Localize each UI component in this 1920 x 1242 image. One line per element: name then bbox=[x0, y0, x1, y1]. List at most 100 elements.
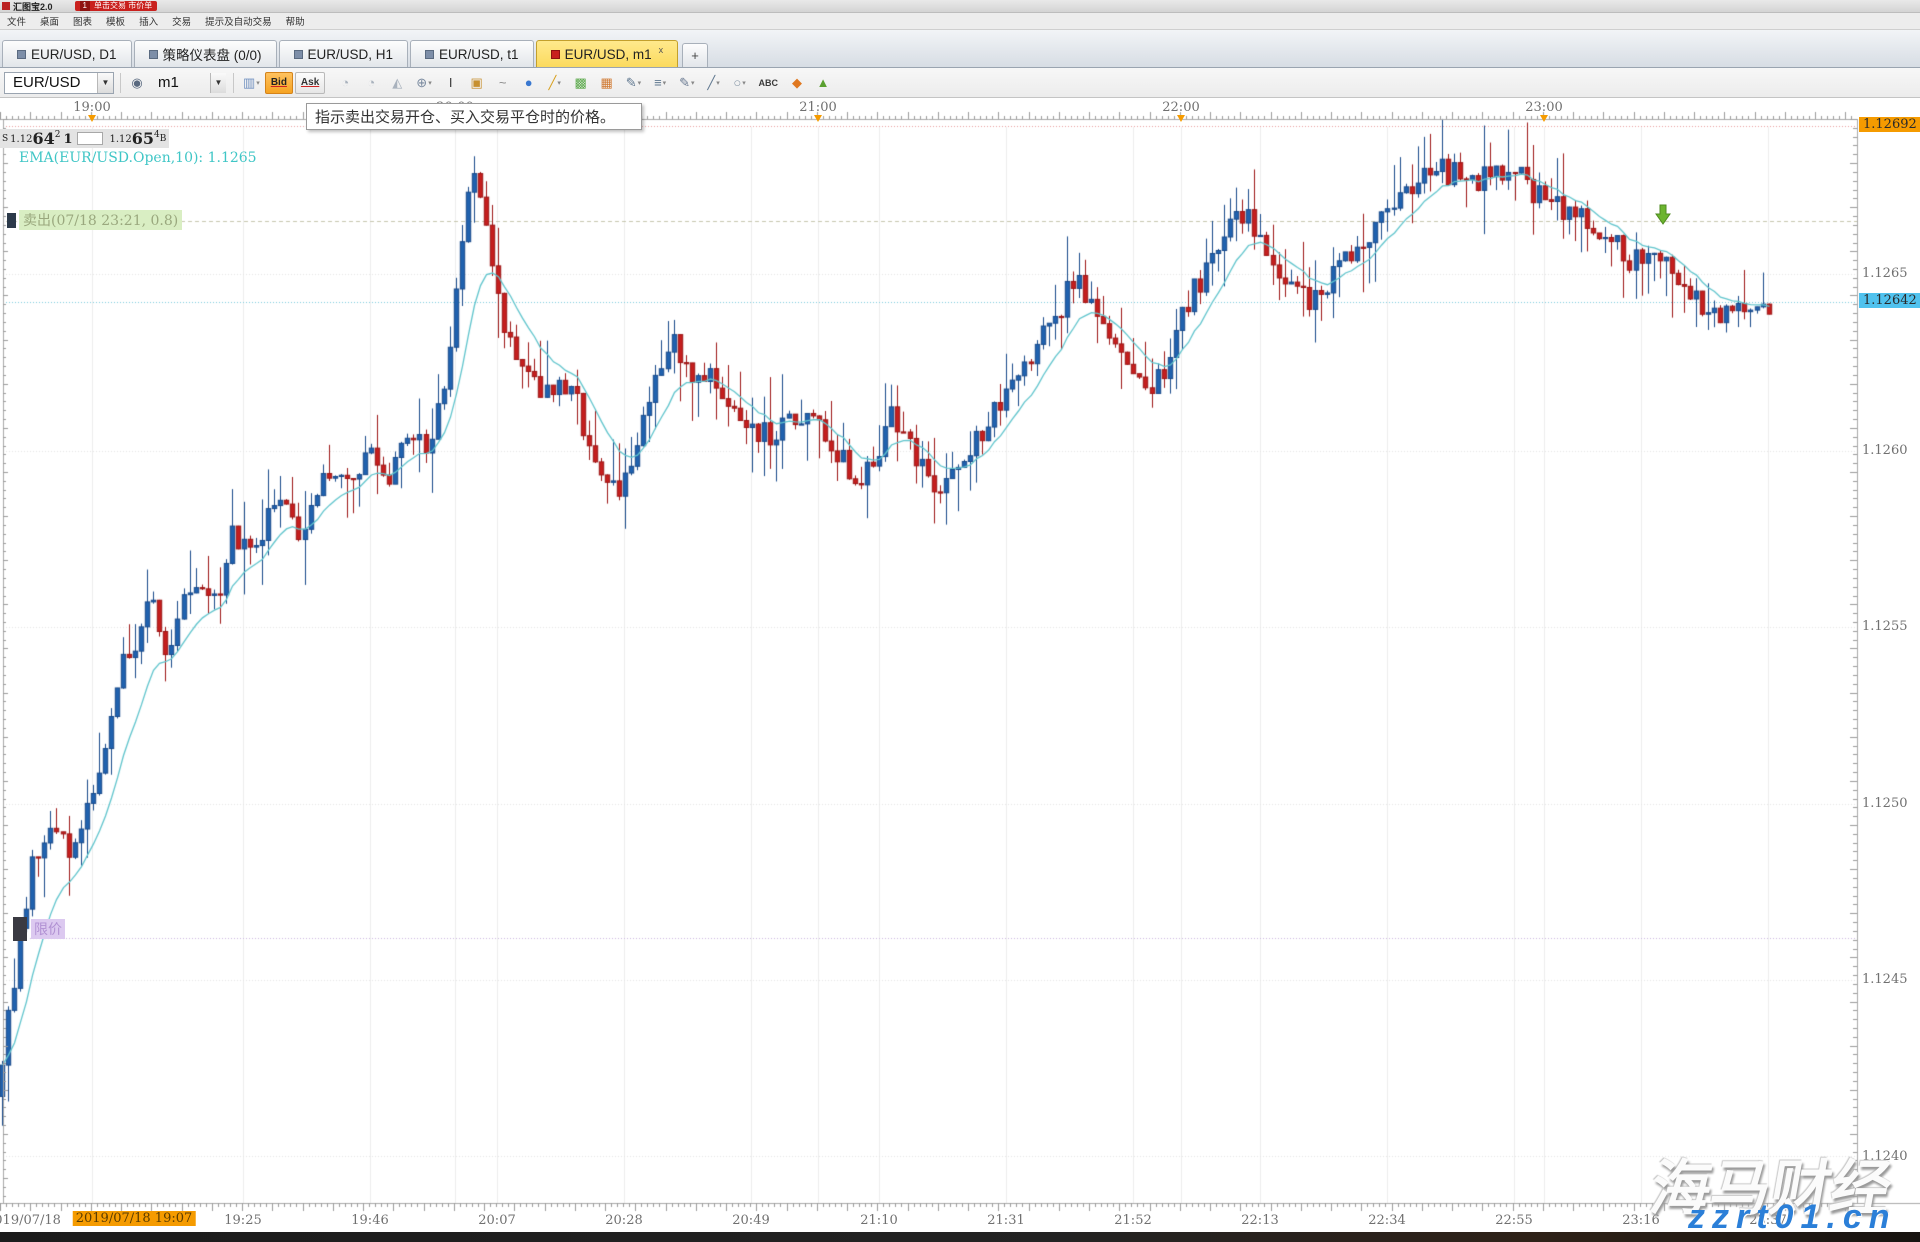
limit-order-label: 限价 bbox=[31, 919, 65, 939]
dropdown-arrow-icon[interactable]: ▾ bbox=[742, 79, 746, 87]
ellipse-tool-icon[interactable]: ○ ▾ bbox=[733, 75, 746, 90]
order-badge-label: 单击交易 市价单 bbox=[93, 1, 153, 10]
eraser-icon[interactable]: ◆ bbox=[792, 74, 803, 90]
time-axis-label: 19:25 bbox=[224, 1213, 262, 1228]
hour-marker-icon bbox=[1177, 115, 1185, 122]
chart-tab[interactable]: EUR/USD, t1 bbox=[410, 40, 534, 67]
limit-order-tag[interactable]: 限价 bbox=[13, 917, 65, 941]
tab-chart-icon bbox=[17, 49, 26, 59]
app-title: 汇图宝2.0 bbox=[13, 1, 53, 12]
globe-icon[interactable]: ● bbox=[524, 75, 533, 90]
menu-item[interactable]: 图表 bbox=[73, 17, 93, 28]
time-axis-label: 22:55 bbox=[1495, 1213, 1533, 1228]
tab-label: 策略仪表盘 (0/0) bbox=[162, 48, 262, 63]
dropdown-arrow-icon[interactable]: ▾ bbox=[557, 79, 561, 87]
menu-item[interactable]: 模板 bbox=[106, 17, 126, 28]
ask-button[interactable]: Ask bbox=[294, 71, 326, 94]
symbol-dropdown-icon[interactable]: ▼ bbox=[97, 72, 113, 93]
dropdown-arrow-icon[interactable]: ▾ bbox=[256, 79, 260, 87]
chart-tab[interactable]: EUR/USD, m1 x bbox=[535, 40, 679, 67]
symbol-combobox[interactable]: EUR/USD ▼ bbox=[4, 71, 114, 94]
anchor-icon[interactable]: ▲ bbox=[816, 75, 830, 90]
tab-chart-icon bbox=[293, 49, 303, 59]
menu-item[interactable]: 文件 bbox=[7, 17, 27, 28]
ruler-icon[interactable]: ╱ ▾ bbox=[548, 74, 561, 90]
dropdown-arrow-icon[interactable]: ▾ bbox=[662, 79, 667, 87]
hour-axis-label: 19:00 bbox=[73, 100, 111, 115]
toolbar: EUR/USD ▼ ◉ m1 ▼ ▥ ▾ Bid Ask ◔ ◔ ◭ ⊕ ▾ Ι ▣ ~ ● ╱ ▾ ▩… bbox=[0, 68, 1920, 98]
sell-price-main: 64 bbox=[32, 129, 55, 148]
buy-tag: B bbox=[159, 134, 167, 144]
new-tab-button[interactable]: + bbox=[682, 43, 709, 67]
tab-chart-icon bbox=[425, 49, 435, 59]
brush-icon[interactable]: ~ bbox=[498, 75, 507, 90]
dropdown-arrow-icon[interactable]: ▾ bbox=[691, 79, 695, 87]
menu-item[interactable]: 插入 bbox=[139, 17, 159, 28]
chart-tab-bar: EUR/USD, D1 策略仪表盘 (0/0) EUR/USD, H1 EUR/USD… bbox=[0, 30, 1920, 68]
bid-price-marker: 1.12642 bbox=[1859, 293, 1920, 309]
hour-marker-icon bbox=[814, 115, 822, 122]
quote-panel-icon[interactable]: ◉ bbox=[131, 74, 143, 90]
time-axis-label: 21:31 bbox=[987, 1213, 1025, 1228]
magnifier-icon[interactable]: ⊕ ▾ bbox=[416, 74, 432, 90]
period-value: m1 bbox=[158, 74, 179, 91]
dropdown-arrow-icon[interactable]: ▾ bbox=[428, 79, 432, 87]
price-axis-label: 1.1265 bbox=[1862, 266, 1908, 281]
volume-input[interactable] bbox=[77, 132, 104, 145]
tab-close-icon[interactable]: x bbox=[658, 45, 664, 55]
time-axis-label: 19:46 bbox=[351, 1213, 389, 1228]
calendar-icon[interactable]: ▦ bbox=[600, 74, 613, 90]
chart-window-icon[interactable]: ▥ ▾ bbox=[243, 74, 260, 90]
new-order-icon[interactable]: ◔ bbox=[341, 75, 350, 90]
menu-item[interactable]: 桌面 bbox=[40, 17, 60, 28]
time-axis-label: 20:07 bbox=[478, 1213, 516, 1228]
bid-tooltip: 指示卖出交易开仓、买入交易平仓时的价格。 bbox=[306, 103, 642, 130]
limit-marker-icon bbox=[13, 917, 27, 941]
price-axis-label: 1.1245 bbox=[1862, 972, 1908, 987]
order-badge[interactable]: 1 单击交易 市价单 bbox=[74, 1, 158, 11]
arrow-tool-icon[interactable]: ✎ ▾ bbox=[679, 74, 695, 90]
hour-marker-icon bbox=[1540, 115, 1548, 122]
time-axis-label: 21:10 bbox=[860, 1213, 898, 1228]
position-marker-icon bbox=[7, 212, 16, 228]
window-zoom-icon[interactable]: ▣ bbox=[470, 74, 483, 90]
chart-tab[interactable]: EUR/USD, D1 bbox=[2, 40, 132, 67]
buy-price-pipette: 4 bbox=[154, 130, 160, 140]
tab-chart-icon bbox=[148, 49, 158, 59]
close-order-icon[interactable]: ◭ bbox=[392, 74, 403, 90]
buy-price-prefix: 1.12 bbox=[109, 134, 132, 145]
chart-tab[interactable]: EUR/USD, H1 bbox=[278, 40, 409, 67]
tab-label: EUR/USD, D1 bbox=[31, 46, 117, 62]
crosshair-icon[interactable]: Ι bbox=[448, 75, 453, 90]
candlestick-chart[interactable] bbox=[0, 98, 1920, 1242]
title-bar: 汇图宝2.0 1 单击交易 市价单 bbox=[0, 0, 1920, 13]
tab-label: EUR/USD, H1 bbox=[307, 46, 394, 62]
one-click-trade-widget[interactable]: S 1.12 64 2 1 1.12 65 4 B bbox=[0, 129, 170, 148]
sell-position-tag[interactable]: 卖出(07/18 23:21, 0.8) bbox=[7, 210, 183, 230]
period-combobox[interactable]: m1 ▼ bbox=[149, 72, 227, 94]
toolbar-separator bbox=[120, 72, 121, 93]
time-axis-label: 20:49 bbox=[732, 1213, 770, 1228]
price-axis-label: 1.1260 bbox=[1862, 442, 1908, 458]
dropdown-arrow-icon[interactable]: ▾ bbox=[716, 79, 720, 87]
image-icon[interactable]: ▩ bbox=[574, 74, 587, 90]
period-dropdown-icon[interactable]: ▼ bbox=[210, 72, 226, 93]
modify-order-icon[interactable]: ◔ bbox=[367, 75, 376, 90]
dropdown-arrow-icon[interactable]: ▾ bbox=[637, 79, 642, 87]
menu-bar: 文件 桌面 图表 模板 插入 交易 提示及自动交易 帮助 bbox=[0, 13, 1920, 30]
chart-tab[interactable]: 策略仪表盘 (0/0) bbox=[133, 40, 277, 67]
menu-item[interactable]: 帮助 bbox=[285, 17, 305, 28]
trendline-icon[interactable]: ╱ ▾ bbox=[707, 74, 720, 90]
bid-button[interactable]: Bid bbox=[264, 71, 293, 94]
quill-icon[interactable]: ✎ ▾ bbox=[625, 74, 642, 90]
hour-axis-label: 23:00 bbox=[1525, 100, 1563, 115]
time-axis-label: 20:28 bbox=[605, 1213, 643, 1228]
menu-item[interactable]: 交易 bbox=[172, 17, 192, 28]
sell-price-pipette: 2 bbox=[54, 130, 61, 140]
time-axis-label: 21:52 bbox=[1114, 1213, 1152, 1228]
text-tool-icon[interactable]: ABC bbox=[758, 77, 779, 88]
hlines-icon[interactable]: ≡ ▾ bbox=[654, 75, 667, 90]
menu-item[interactable]: 提示及自动交易 bbox=[205, 17, 272, 28]
ema-indicator-label: EMA(EUR/USD.Open,10): 1.1265 bbox=[19, 150, 257, 166]
